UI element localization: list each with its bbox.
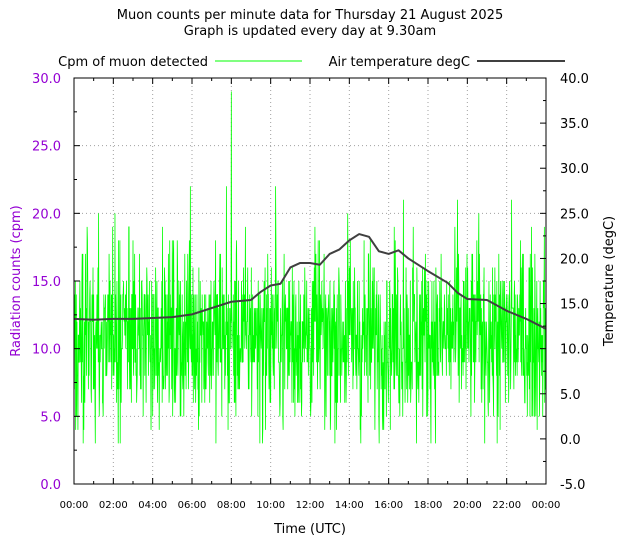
y-right-tick-label: 15.0 <box>560 298 589 313</box>
legend: Cpm of muon detected Air temperature deg… <box>58 55 565 70</box>
left-axis: 0.0 5.0 10.0 15.0 20.0 25.0 30.0 <box>32 72 80 493</box>
x-tick-label: 02:00 <box>99 500 128 511</box>
y-right-tick-label: 5.0 <box>560 388 581 403</box>
x-tick-label: 12:00 <box>296 500 325 511</box>
x-tick-label: 00:00 <box>60 500 89 511</box>
x-tick-label: 08:00 <box>217 500 246 511</box>
x-axis-label: Time (UTC) <box>273 522 346 537</box>
y-left-tick-label: 10.0 <box>32 343 61 358</box>
temperature-series-line <box>73 233 547 330</box>
y-axis-right-label: Temperature (degC) <box>602 216 617 347</box>
y-left-tick-label: 5.0 <box>40 410 61 425</box>
temperature-series <box>73 233 547 330</box>
y-left-tick-label: 25.0 <box>32 140 61 155</box>
y-right-tick-label: 40.0 <box>560 72 589 87</box>
y-right-tick-label: 0.0 <box>560 433 581 448</box>
y-right-tick-label: 20.0 <box>560 252 589 267</box>
y-right-tick-label: 25.0 <box>560 207 589 222</box>
y-left-tick-label: 0.0 <box>40 478 61 493</box>
y-left-tick-label: 30.0 <box>32 72 61 87</box>
x-tick-label: 10:00 <box>256 500 285 511</box>
x-tick-label: 06:00 <box>178 500 207 511</box>
x-tick-label: 18:00 <box>414 500 443 511</box>
legend-label-muon: Cpm of muon detected <box>58 55 208 70</box>
y-left-tick-label: 15.0 <box>32 275 61 290</box>
x-tick-label: 04:00 <box>138 500 167 511</box>
y-right-tick-label: -5.0 <box>560 478 585 493</box>
muon-series-line <box>73 91 546 444</box>
muon-series <box>73 91 546 444</box>
y-axis-left-label: Radiation counts (cpm) <box>9 205 24 356</box>
chart-title: Muon counts per minute data for Thursday… <box>117 8 503 23</box>
right-axis: -5.0 0.0 5.0 10.0 15.0 20.0 25.0 30.0 35.0 40.0 <box>540 72 589 493</box>
legend-label-temperature: Air temperature degC <box>329 55 470 70</box>
x-tick-label: 16:00 <box>374 500 403 511</box>
y-right-tick-label: 30.0 <box>560 162 589 177</box>
x-axis: 00:00 02:00 04:00 06:00 08:00 10:00 12:00 14:00… <box>60 78 561 511</box>
chart-subtitle: Graph is updated every day at 9.30am <box>184 24 436 39</box>
x-tick-label: 20:00 <box>453 500 482 511</box>
y-left-tick-label: 20.0 <box>32 207 61 222</box>
x-tick-label: 14:00 <box>335 500 364 511</box>
y-right-tick-label: 35.0 <box>560 117 589 132</box>
x-tick-label: 00:00 <box>532 500 561 511</box>
grid <box>74 78 546 484</box>
y-right-tick-label: 10.0 <box>560 343 589 358</box>
x-tick-label: 22:00 <box>492 500 521 511</box>
